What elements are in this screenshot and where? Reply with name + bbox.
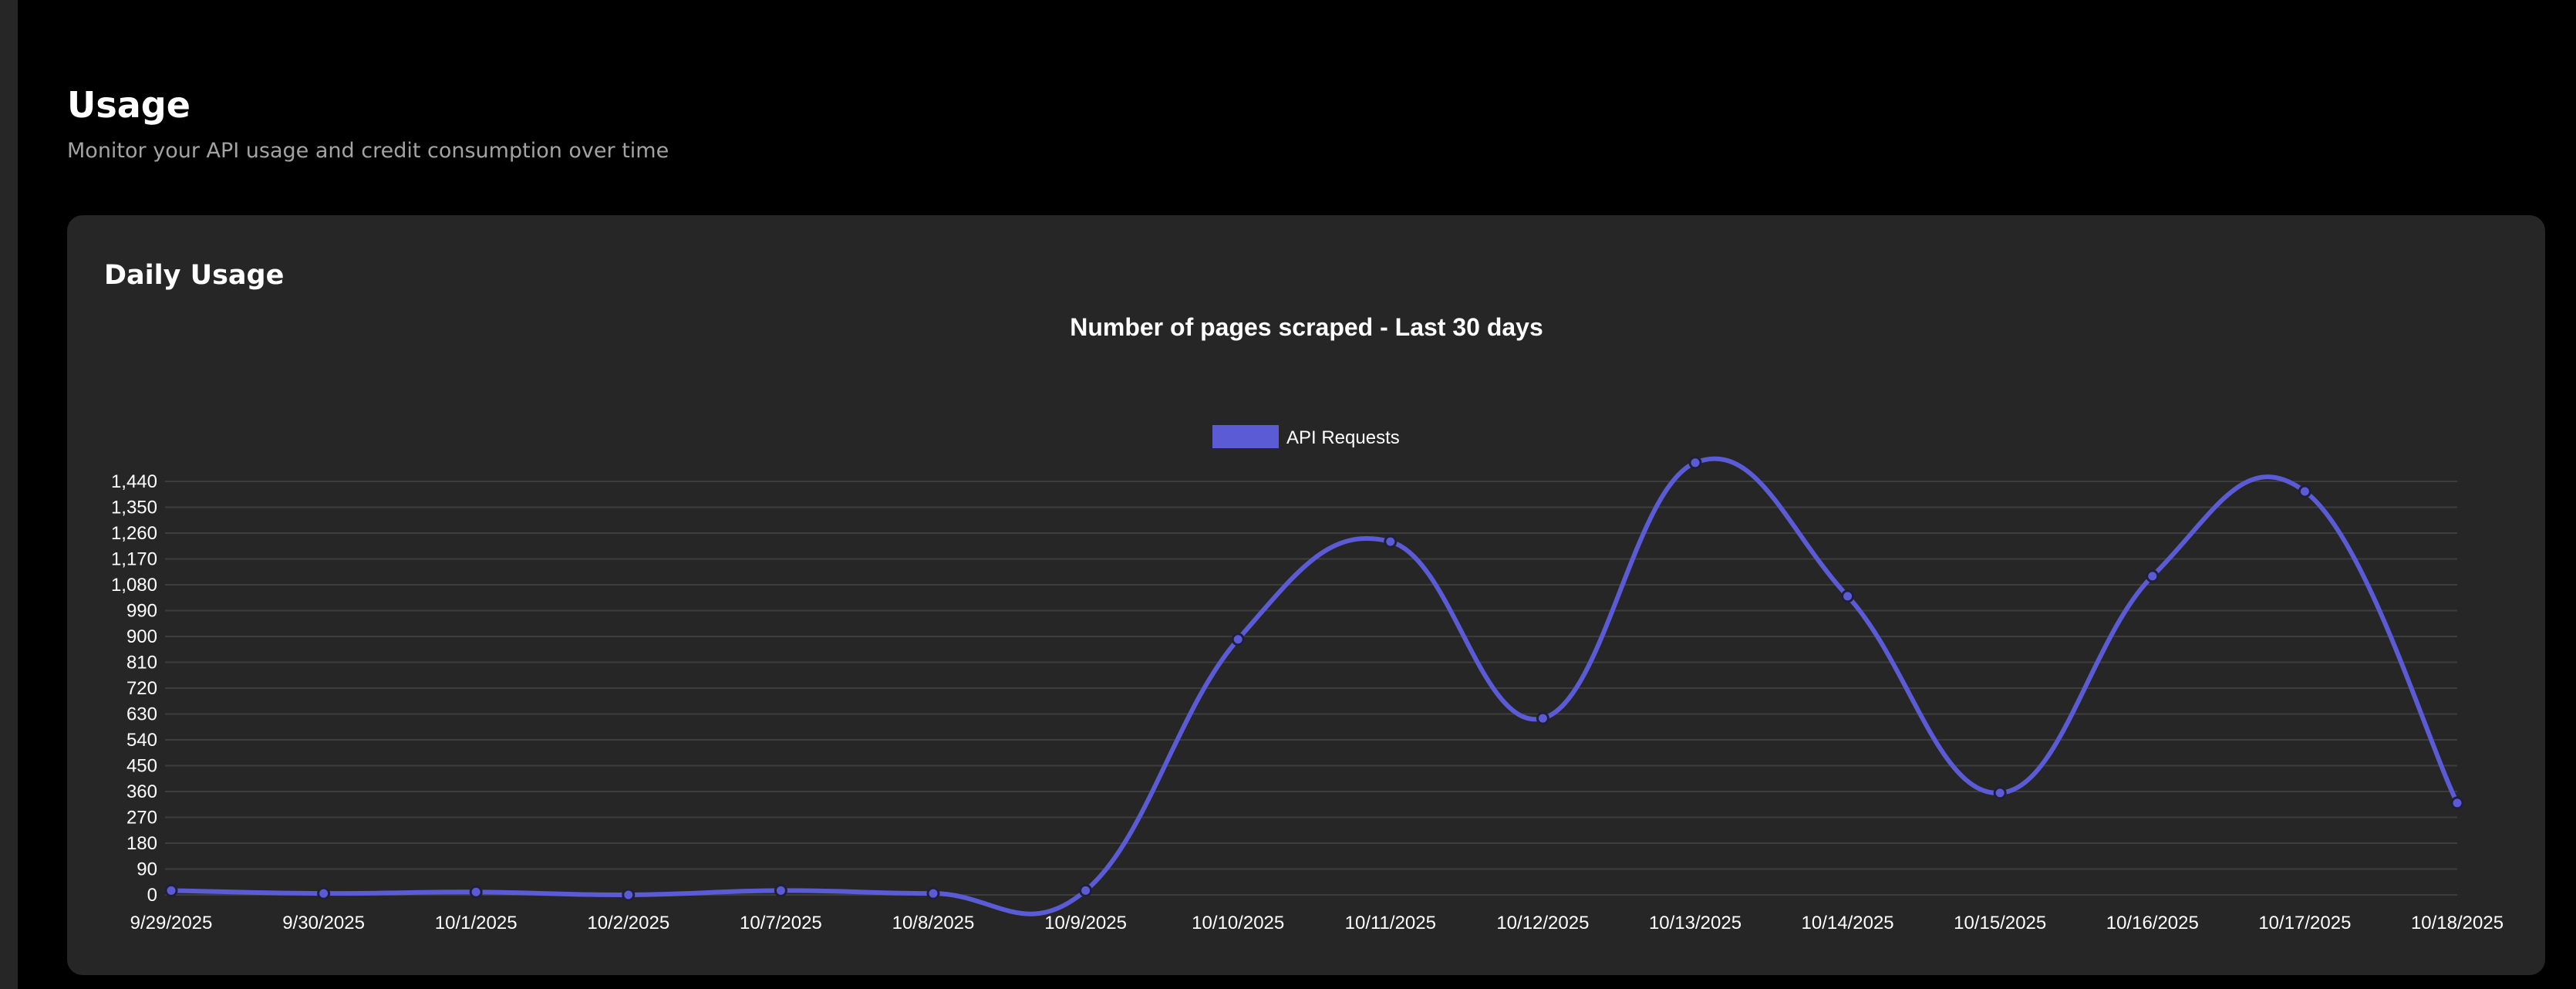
y-tick-label: 990	[126, 601, 157, 622]
y-tick-label: 360	[126, 781, 157, 802]
page-subtitle: Monitor your API usage and credit consum…	[67, 139, 669, 163]
legend-label: API Requests	[1286, 427, 1400, 448]
x-tick-label: 10/18/2025	[2411, 913, 2504, 933]
sidebar-edge	[0, 0, 18, 989]
x-tick-label: 10/8/2025	[892, 913, 975, 933]
data-point[interactable]	[1536, 711, 1549, 725]
y-tick-label: 630	[126, 704, 157, 725]
x-tick-label: 10/9/2025	[1044, 913, 1127, 933]
y-tick-label: 1,440	[111, 471, 157, 492]
x-tick-label: 10/2/2025	[587, 913, 669, 933]
x-axis: 9/29/2025 9/30/2025 10/1/2025 10/2/2025 10/7…	[130, 913, 2504, 933]
x-tick-label: 10/1/2025	[435, 913, 518, 933]
y-tick-label: 900	[126, 626, 157, 647]
y-tick-label: 1,170	[111, 549, 157, 570]
card-title: Daily Usage	[104, 260, 285, 291]
data-point[interactable]	[1231, 633, 1245, 646]
data-point[interactable]	[774, 883, 787, 897]
y-tick-label: 0	[147, 885, 157, 906]
x-tick-label: 10/7/2025	[740, 913, 822, 933]
y-axis: 0 90 180 270 360 450 540 630 720 810 900 990 1,080 1,…	[111, 471, 157, 906]
data-point[interactable]	[926, 886, 940, 900]
x-tick-label: 10/10/2025	[1192, 913, 1284, 933]
y-tick-label: 1,260	[111, 523, 157, 544]
chart-legend[interactable]: API Requests	[1212, 425, 1400, 448]
legend-swatch	[1212, 425, 1279, 448]
data-point[interactable]	[1384, 535, 1398, 549]
x-tick-label: 10/14/2025	[1802, 913, 1894, 933]
chart-grid	[165, 481, 2457, 896]
data-point[interactable]	[2298, 484, 2311, 498]
y-tick-label: 270	[126, 808, 157, 829]
y-tick-label: 810	[126, 653, 157, 673]
x-tick-label: 10/13/2025	[1649, 913, 1741, 933]
chart-title: Number of pages scraped - Last 30 days	[1070, 313, 1543, 341]
series-line-api-requests	[169, 456, 2460, 916]
data-point[interactable]	[164, 883, 178, 897]
data-point[interactable]	[1993, 786, 2007, 800]
x-tick-label: 9/30/2025	[282, 913, 365, 933]
x-tick-label: 10/11/2025	[1345, 913, 1436, 933]
y-tick-label: 90	[137, 859, 157, 880]
y-tick-label: 450	[126, 756, 157, 777]
data-point[interactable]	[1841, 589, 1855, 603]
x-tick-label: 9/29/2025	[130, 913, 213, 933]
page-title: Usage	[67, 84, 191, 126]
data-point[interactable]	[1079, 883, 1093, 897]
daily-usage-card: 0 90 180 270 360 450 540 630 720 810 900 990 1,080 1,…	[67, 215, 2545, 975]
data-point[interactable]	[622, 888, 636, 902]
y-tick-label: 540	[126, 730, 157, 751]
y-tick-label: 720	[126, 678, 157, 699]
data-point[interactable]	[469, 885, 483, 899]
data-point[interactable]	[2450, 796, 2464, 810]
chart-series	[164, 456, 2464, 916]
usage-chart: 0 90 180 270 360 450 540 630 720 810 900 990 1,080 1,…	[111, 313, 2504, 933]
x-tick-label: 10/17/2025	[2258, 913, 2351, 933]
y-tick-label: 180	[126, 833, 157, 854]
data-point[interactable]	[1688, 456, 1702, 470]
x-tick-label: 10/16/2025	[2106, 913, 2199, 933]
y-tick-label: 1,350	[111, 498, 157, 518]
data-point[interactable]	[317, 886, 331, 900]
data-point[interactable]	[2146, 569, 2160, 583]
x-tick-label: 10/12/2025	[1496, 913, 1589, 933]
x-tick-label: 10/15/2025	[1954, 913, 2046, 933]
y-tick-label: 1,080	[111, 575, 157, 596]
